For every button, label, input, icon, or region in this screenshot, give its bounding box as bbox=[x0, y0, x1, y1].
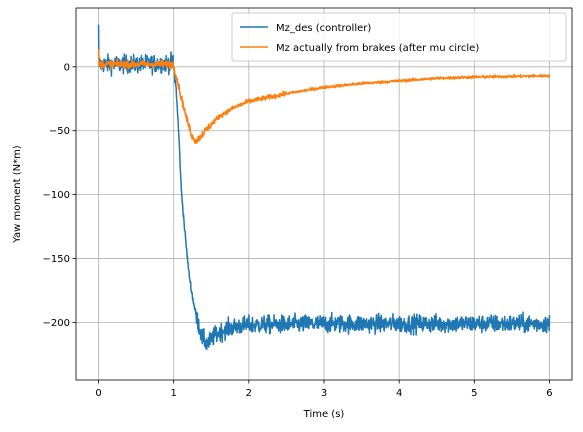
y-axis-label: Yaw moment (N*m) bbox=[12, 145, 23, 244]
y-tick-label: 0 bbox=[64, 62, 70, 73]
y-tick-label: −150 bbox=[43, 254, 70, 265]
x-axis-label: Time (s) bbox=[303, 409, 345, 420]
x-tick-label: 0 bbox=[95, 388, 101, 399]
axis-ticks: 0 1 2 3 4 5 6 0 −50 −100 −150 −200 bbox=[43, 62, 553, 399]
legend-label-mz-des: Mz_des (controller) bbox=[276, 23, 371, 34]
y-tick-label: −200 bbox=[43, 318, 70, 329]
x-tick-label: 4 bbox=[396, 388, 402, 399]
y-tick-label: −50 bbox=[49, 126, 70, 137]
x-tick-label: 5 bbox=[471, 388, 477, 399]
legend: Mz_des (controller) Mz actually from bra… bbox=[231, 12, 567, 62]
x-tick-label: 3 bbox=[321, 388, 327, 399]
x-tick-label: 6 bbox=[546, 388, 552, 399]
x-tick-label: 2 bbox=[246, 388, 252, 399]
x-tick-label: 1 bbox=[171, 388, 177, 399]
legend-label-mz-actual: Mz actually from brakes (after mu circle… bbox=[276, 43, 479, 54]
y-tick-label: −100 bbox=[43, 190, 70, 201]
series-layer bbox=[97, 24, 551, 351]
legend-box bbox=[231, 12, 567, 62]
series-line-mz-actual bbox=[97, 48, 551, 145]
